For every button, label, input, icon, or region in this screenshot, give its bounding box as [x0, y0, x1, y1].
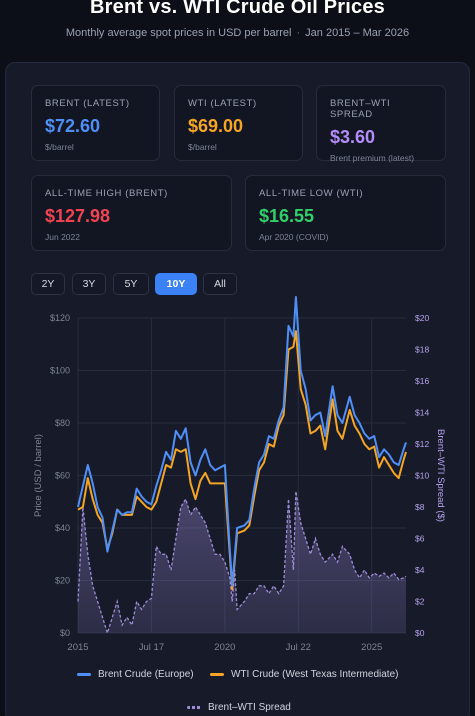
y-right-tick-label: $18 [415, 345, 429, 355]
range-button-2y[interactable]: 2Y [31, 273, 65, 295]
brent-series [77, 296, 407, 587]
x-tick-label: Jul 17 [139, 642, 164, 653]
legend-label-spread: Brent–WTI Spread [208, 702, 291, 713]
y-right-tick-label: $6 [415, 534, 425, 544]
wti-line [77, 330, 407, 591]
y-left-axis-title: Price (USD / barrel) [33, 434, 44, 517]
subtitle-separator: · [296, 27, 301, 39]
legend-label-wti: WTI Crude (West Texas Intermediate) [231, 669, 399, 680]
stat-card-all-time-high: ALL-TIME HIGH (BRENT) $127.98 Jun 2022 [31, 175, 232, 251]
y-left-tick-label: $100 [50, 366, 70, 376]
stat-value: $3.60 [330, 127, 376, 147]
stat-subtext: $/barrel [45, 142, 74, 152]
legend-item-spread[interactable]: Brent–WTI Spread [187, 702, 291, 713]
page-title: Brent vs. WTI Crude Oil Prices [90, 0, 385, 18]
y-right-tick-label: $20 [415, 313, 429, 323]
subtitle-date-range: Jan 2015 – Mar 2026 [305, 27, 410, 39]
legend-label-brent: Brent Crude (Europe) [98, 669, 194, 680]
stat-card-wti-latest: WTI (LATEST) $69.00 $/barrel [174, 85, 303, 161]
range-button-3y[interactable]: 3Y [72, 273, 106, 295]
legend-item-brent[interactable]: Brent Crude (Europe) [77, 669, 194, 680]
stat-subtext: $/barrel [188, 142, 217, 152]
y-right-tick-label: $4 [415, 565, 425, 575]
y-left-tick-label: $120 [50, 313, 70, 323]
stat-card-spread: BRENT–WTI SPREAD $3.60 Brent premium (la… [316, 85, 446, 163]
stat-card-all-time-low: ALL-TIME LOW (WTI) $16.55 Apr 2020 (COVI… [245, 175, 446, 251]
y-right-axis-title: Brent–WTI Spread ($) [435, 429, 446, 522]
subtitle-description: Monthly average spot prices in USD per b… [65, 27, 292, 39]
wti-series [77, 330, 407, 591]
range-button-10y[interactable]: 10Y [155, 273, 197, 295]
stat-subtext: Brent premium (latest) [330, 153, 415, 163]
x-tick-label: 2020 [214, 642, 235, 653]
spread-line [77, 491, 407, 636]
y-right-tick-label: $10 [415, 471, 429, 481]
brent-line [77, 296, 407, 587]
legend-swatch-wti [210, 673, 224, 676]
y-left-tick-label: $40 [55, 523, 70, 533]
x-tick-label: 2015 [67, 642, 88, 653]
spread-area [78, 491, 406, 633]
range-button-all[interactable]: All [203, 273, 237, 295]
y-right-tick-label: $12 [415, 439, 429, 449]
range-button-5y[interactable]: 5Y [113, 273, 149, 295]
y-left-tick-label: $60 [55, 471, 70, 481]
legend-swatch-brent [77, 673, 91, 676]
y-right-tick-label: $8 [415, 502, 425, 512]
x-tick-label: 2025 [361, 642, 382, 653]
y-right-tick-label: $2 [415, 597, 425, 607]
stat-subtext: Apr 2020 (COVID) [259, 232, 329, 242]
y-right-tick-label: $0 [415, 628, 425, 638]
spread-series [77, 491, 407, 636]
legend-swatch-spread [187, 706, 201, 709]
stat-value: $16.55 [259, 206, 315, 226]
stat-card-brent-latest: BRENT (LATEST) $72.60 $/barrel [31, 85, 160, 161]
stat-subtext: Jun 2022 [45, 232, 80, 242]
stat-label: ALL-TIME HIGH (BRENT) [45, 188, 168, 199]
page-subtitle: Monthly average spot prices in USD per b… [0, 27, 475, 39]
stat-value: $69.00 [188, 116, 244, 136]
stat-value: $127.98 [45, 206, 111, 226]
stat-label: ALL-TIME LOW (WTI) [259, 188, 364, 199]
stat-label: WTI (LATEST) [188, 98, 257, 109]
legend-item-wti[interactable]: WTI Crude (West Texas Intermediate) [210, 669, 398, 680]
stat-label: BRENT (LATEST) [45, 98, 130, 109]
stat-label: BRENT–WTI SPREAD [330, 98, 391, 120]
y-left-tick-label: $0 [60, 628, 70, 638]
chart-axes: $0 $20 $40 $60 $80 $100 $120 $0 $2 $4 $6 $8 $10 $12 $1… [33, 313, 446, 653]
y-right-tick-label: $14 [415, 408, 429, 418]
x-tick-label: Jul 22 [286, 642, 311, 653]
y-left-tick-label: $80 [55, 418, 70, 428]
stat-value: $72.60 [45, 116, 101, 136]
y-left-tick-label: $20 [55, 576, 70, 586]
y-right-tick-label: $16 [415, 376, 429, 386]
